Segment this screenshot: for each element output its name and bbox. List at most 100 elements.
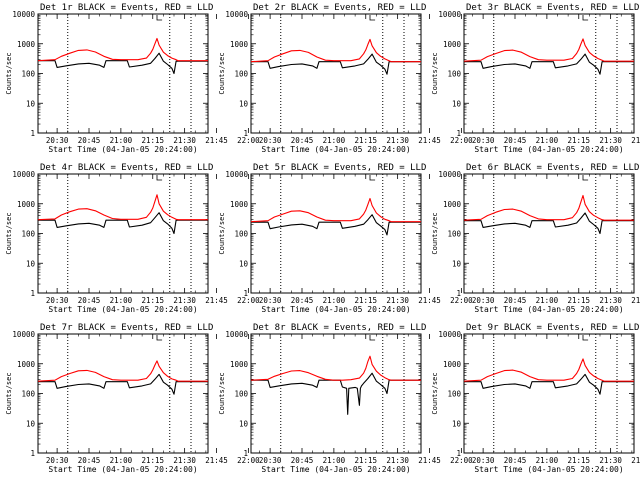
y-tick-label: 1 (30, 449, 35, 458)
plot-frame (463, 13, 635, 134)
plot-frame (463, 173, 635, 294)
x-axis-title: Start Time (04-Jan-05 20:24:00) (261, 465, 410, 474)
x-tick-label: 21:15 (567, 136, 590, 145)
x-tick-label: 21:30 (386, 296, 409, 305)
y-tick-label: 10 (452, 259, 462, 268)
x-tick-label: 21:15 (354, 456, 377, 465)
corner-marker (156, 15, 163, 21)
x-tick-label: 21:30 (173, 136, 196, 145)
y-tick-label: 10 (26, 99, 36, 108)
y-tick-label: 10000 (12, 170, 35, 179)
x-axis-title: Start Time (04-Jan-05 20:24:00) (261, 305, 410, 314)
y-tick-label: 10 (26, 259, 36, 268)
x-tick-label: 21:45 (205, 296, 228, 305)
x-tick-label: 21:45 (631, 136, 640, 145)
y-tick-label: 1 (30, 129, 35, 138)
corner-marker (582, 175, 589, 181)
x-tick-label: 20:45 (78, 456, 101, 465)
x-tick-label: 21:15 (141, 296, 164, 305)
y-axis-title: Counts/sec (431, 212, 439, 254)
series-lld-line (463, 194, 634, 221)
x-tick-label: 21:30 (173, 456, 196, 465)
panel-title: Det 4r BLACK = Events, RED = LLD (40, 163, 213, 173)
x-tick-label: 21:45 (631, 456, 640, 465)
x-tick-label: 22:00 (237, 456, 260, 465)
y-tick-label: 10000 (12, 10, 35, 19)
corner-marker (582, 335, 589, 341)
x-tick-label: 21:45 (631, 296, 640, 305)
x-axis-title: Start Time (04-Jan-05 20:24:00) (261, 145, 410, 154)
plot-frame (37, 333, 209, 454)
x-tick-label: 20:30 (46, 296, 69, 305)
y-axis-title: Counts/sec (218, 52, 226, 94)
x-tick-label: 21:00 (323, 296, 346, 305)
x-tick-label: 21:15 (141, 136, 164, 145)
y-tick-label: 1 (243, 129, 248, 138)
series-lld-line (250, 38, 421, 63)
series-events-line (38, 373, 208, 395)
series-events-line (464, 212, 634, 235)
y-tick-label: 1 (456, 289, 461, 298)
x-tick-label: 20:45 (78, 136, 101, 145)
x-tick-label: 21:00 (536, 296, 559, 305)
y-tick-label: 10000 (225, 10, 248, 19)
y-axis-title: Counts/sec (5, 52, 13, 94)
y-axis-title: Counts/sec (5, 372, 13, 414)
x-tick-label: 20:30 (259, 456, 282, 465)
x-tick-label: 21:45 (418, 136, 441, 145)
plot-frame (37, 173, 209, 294)
y-tick-label: 10000 (225, 170, 248, 179)
panel-2: Det 2r BLACK = Events, RED = LLD 1 10 100 10… (218, 3, 473, 154)
series-events-line (464, 373, 634, 395)
panel-6: Det 6r BLACK = Events, RED = LLD 1 10 100 10… (431, 163, 640, 314)
y-axis-title: Counts/sec (5, 212, 13, 254)
y-tick-label: 10000 (225, 330, 248, 339)
x-tick-label: 21:30 (173, 296, 196, 305)
x-tick-label: 20:45 (78, 296, 101, 305)
x-axis-title: Start Time (04-Jan-05 20:24:00) (48, 465, 197, 474)
y-tick-label: 100 (447, 230, 461, 239)
corner-marker (369, 15, 376, 21)
y-tick-label: 10 (452, 419, 462, 428)
x-tick-label: 21:30 (599, 296, 622, 305)
x-tick-label: 21:30 (599, 136, 622, 145)
y-axis-title: Counts/sec (218, 372, 226, 414)
x-axis-title: Start Time (04-Jan-05 20:24:00) (474, 145, 623, 154)
series-events-line (38, 52, 208, 75)
x-axis-title: Start Time (04-Jan-05 20:24:00) (474, 465, 623, 474)
x-tick-label: 20:45 (504, 456, 527, 465)
x-tick-label: 20:30 (472, 456, 495, 465)
series-lld-line (37, 194, 208, 221)
x-tick-label: 21:15 (567, 456, 590, 465)
x-tick-label: 21:30 (386, 136, 409, 145)
x-tick-label: 20:30 (259, 296, 282, 305)
x-tick-label: 21:00 (536, 136, 559, 145)
x-tick-label: 21:45 (205, 456, 228, 465)
y-tick-label: 1000 (230, 40, 249, 49)
x-tick-label: 22:00 (450, 136, 473, 145)
y-tick-label: 10000 (438, 170, 461, 179)
corner-marker (369, 335, 376, 341)
y-tick-label: 1000 (230, 200, 249, 209)
panel-title: Det 6r BLACK = Events, RED = LLD (466, 163, 639, 173)
y-tick-label: 10 (239, 419, 249, 428)
y-tick-label: 1 (243, 449, 248, 458)
series-events-line (251, 53, 421, 75)
x-tick-label: 21:45 (418, 296, 441, 305)
panel-title: Det 8r BLACK = Events, RED = LLD (253, 323, 426, 333)
corner-marker (156, 175, 163, 181)
y-tick-label: 100 (234, 230, 248, 239)
y-tick-label: 1 (243, 289, 248, 298)
panel-9: Det 9r BLACK = Events, RED = LLD 1 10 100 10… (431, 323, 640, 474)
x-tick-label: 20:45 (291, 456, 314, 465)
series-lld-line (37, 37, 208, 62)
plot-frame (463, 333, 635, 454)
y-axis-title: Counts/sec (431, 52, 439, 94)
plot-frame (250, 333, 422, 454)
x-tick-label: 21:15 (354, 296, 377, 305)
y-tick-label: 1000 (230, 360, 249, 369)
y-tick-label: 1000 (17, 200, 36, 209)
x-tick-label: 21:00 (323, 456, 346, 465)
series-events-line (251, 214, 421, 236)
